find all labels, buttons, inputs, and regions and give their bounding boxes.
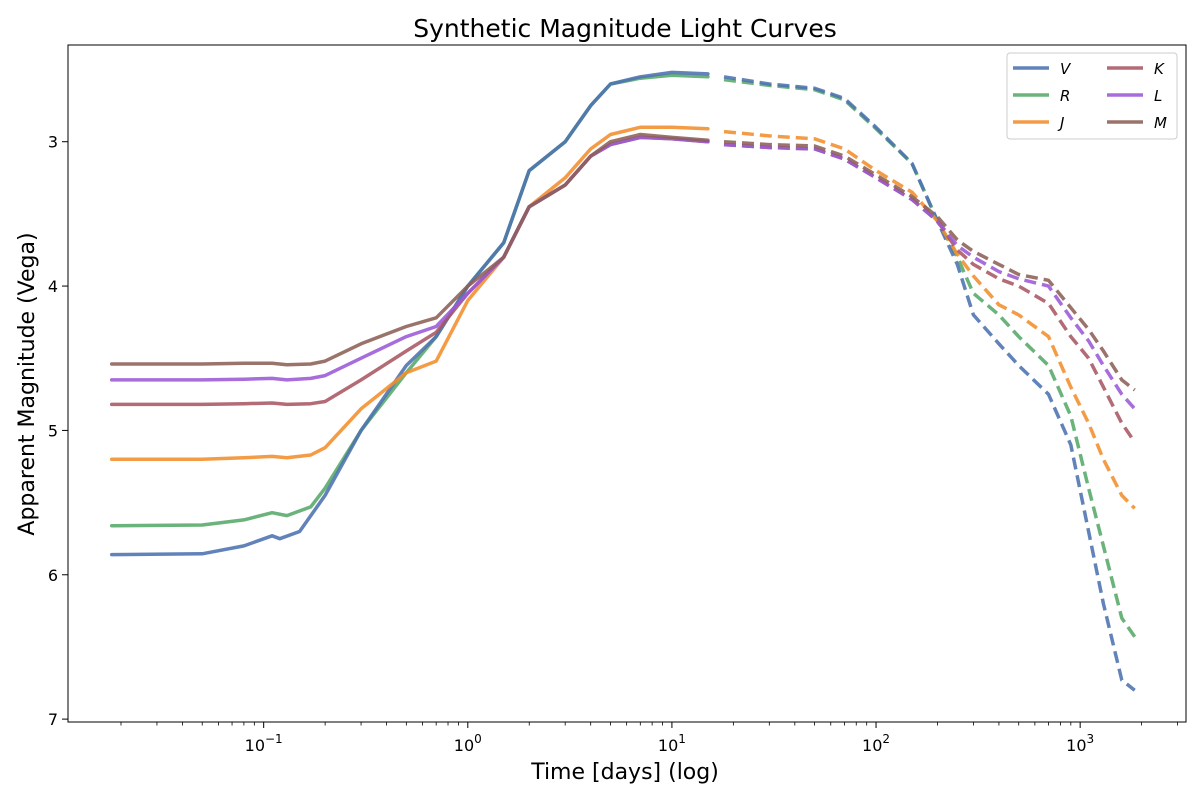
legend-label-L: L — [1154, 87, 1162, 105]
y-axis: 3 4 5 6 7 — [48, 133, 68, 729]
x-axis-label: Time [days] (log) — [530, 760, 719, 785]
series-K-dashed-line — [723, 142, 1137, 443]
y-axis-label: Apparent Magnitude (Vega) — [15, 232, 40, 535]
x-axis: 10−1 100 101 102 103 — [120, 722, 1178, 755]
plot-area — [109, 70, 1137, 692]
series-J — [109, 125, 1136, 510]
x-tick-label: 103 — [1066, 732, 1094, 755]
series-V-solid-line — [109, 70, 710, 557]
series-R — [109, 73, 1137, 638]
x-tick-label: 102 — [862, 732, 890, 755]
axes-frame — [67, 44, 1187, 723]
y-tick-label: 5 — [48, 421, 58, 440]
series-M — [109, 132, 1136, 392]
series-M-dashed-line — [723, 139, 1136, 392]
series-J-solid-line — [109, 125, 710, 462]
series-R-dashed-line — [723, 77, 1137, 638]
series-L — [109, 135, 1137, 410]
y-tick-label: 7 — [48, 710, 58, 729]
chart-title: Synthetic Magnitude Light Curves — [413, 14, 837, 43]
legend-label-J: J — [1057, 114, 1064, 132]
series-L-dashed-line — [723, 142, 1137, 410]
y-tick-label: 6 — [48, 566, 58, 585]
y-tick-label: 4 — [48, 277, 58, 296]
legend-label-K: K — [1154, 60, 1165, 78]
series-J-dashed-line — [723, 129, 1136, 510]
series-V — [109, 70, 1136, 692]
series-K — [109, 135, 1137, 443]
legend-label-M: M — [1154, 114, 1167, 132]
legend: VRJ KLM — [1006, 52, 1178, 140]
x-tick-label: 10−1 — [245, 732, 283, 755]
legend-label-R: R — [1060, 87, 1070, 105]
y-tick-label: 3 — [48, 133, 58, 152]
series-V-dashed-line — [723, 75, 1136, 692]
legend-label-V: V — [1060, 60, 1072, 78]
legend-frame — [1006, 52, 1178, 140]
series-L-solid-line — [109, 135, 710, 382]
x-tick-label: 100 — [454, 732, 482, 755]
x-tick-label: 101 — [658, 732, 686, 755]
series-M-solid-line — [109, 132, 710, 367]
